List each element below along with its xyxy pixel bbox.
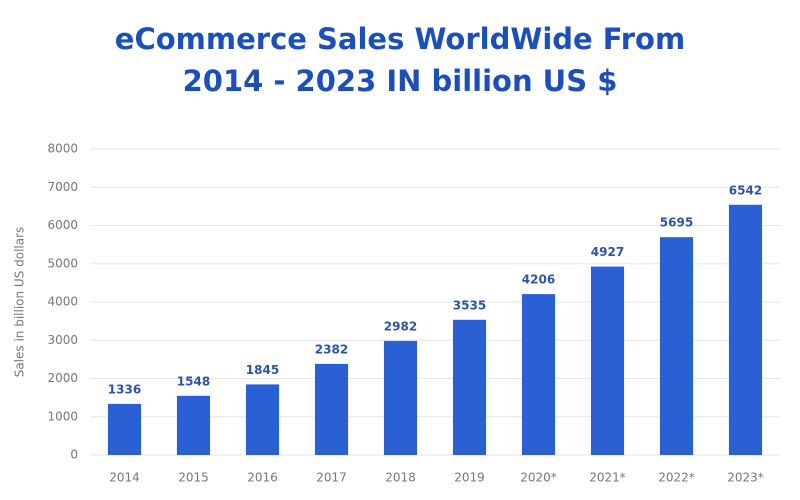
y-tick-label: 0: [70, 448, 78, 462]
value-label: 1845: [246, 363, 279, 377]
bar: [176, 395, 211, 455]
x-tick-label: 2014: [109, 471, 140, 485]
x-tick-label: 2017: [316, 471, 347, 485]
x-tick-label: 2022*: [658, 471, 695, 485]
bar: [728, 204, 763, 455]
bar: [590, 266, 625, 455]
value-label: 2982: [384, 319, 417, 333]
y-tick-label: 6000: [47, 218, 78, 232]
y-tick-label: 2000: [47, 371, 78, 385]
y-tick-label: 7000: [47, 180, 78, 194]
y-tick-label: 3000: [47, 333, 78, 347]
value-label: 3535: [453, 298, 486, 312]
y-tick-label: 8000: [47, 142, 78, 156]
x-tick-label: 2018: [385, 471, 416, 485]
x-tick-label: 2021*: [589, 471, 626, 485]
value-label: 4927: [591, 245, 624, 259]
y-tick-label: 4000: [47, 295, 78, 309]
x-tick-label: 2016: [247, 471, 278, 485]
y-tick-label: 1000: [47, 409, 78, 423]
bar: [107, 403, 142, 455]
bar: [383, 340, 418, 455]
y-axis-label: Sales in billion US dollars: [13, 227, 27, 378]
x-tick-label: 2019: [454, 471, 485, 485]
value-label: 1336: [108, 382, 141, 396]
value-label: 2382: [315, 342, 348, 356]
bar: [452, 319, 487, 455]
bar: [314, 363, 349, 455]
bar: [521, 294, 556, 455]
value-label: 4206: [522, 273, 555, 287]
bar: [659, 237, 694, 455]
value-label: 6542: [729, 183, 762, 197]
value-label: 1548: [177, 374, 210, 388]
x-tick-label: 2015: [178, 471, 209, 485]
x-tick-label: 2020*: [520, 471, 557, 485]
bar: [245, 384, 280, 455]
x-tick-label: 2023*: [727, 471, 764, 485]
y-tick-label: 5000: [47, 256, 78, 270]
chart-title: eCommerce Sales WorldWide From 2014 - 20…: [114, 22, 686, 98]
value-label: 5695: [660, 216, 693, 230]
